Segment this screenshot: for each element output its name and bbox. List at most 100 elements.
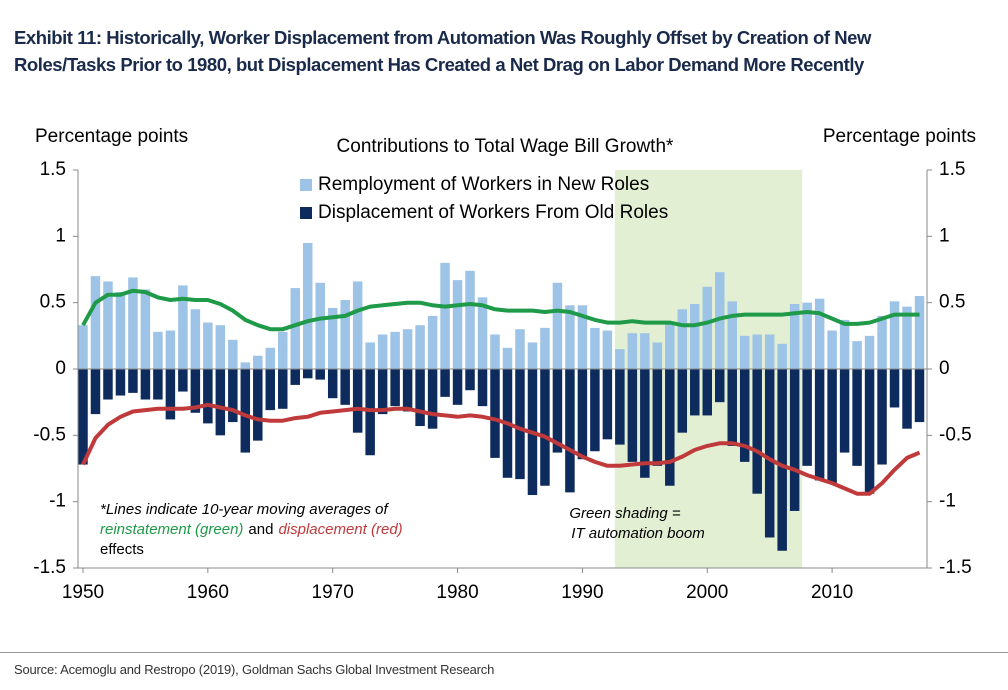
bar — [440, 369, 450, 397]
annotation: Green shading = — [569, 505, 681, 522]
bar — [327, 369, 338, 399]
bar — [165, 330, 176, 369]
bar — [527, 342, 538, 369]
x-tick-label: 1950 — [62, 582, 104, 603]
line — [81, 402, 921, 496]
bar — [640, 369, 650, 478]
bar — [677, 369, 688, 433]
y-tick-label: -1.5 — [33, 557, 66, 578]
bar — [103, 369, 113, 400]
bar — [352, 281, 363, 369]
y2-tick-label: 0 — [939, 358, 950, 379]
bar — [128, 277, 138, 369]
annotation-part: and — [248, 521, 273, 538]
bar — [402, 329, 413, 369]
legend-label: Displacement of Workers From Old Roles — [318, 202, 668, 223]
bar — [78, 369, 88, 465]
bar — [253, 369, 263, 441]
bar — [565, 369, 575, 493]
bar — [352, 369, 363, 433]
bar — [115, 369, 126, 396]
bar — [739, 335, 750, 369]
y2-axis-label: Percentage points — [823, 126, 976, 147]
bar — [265, 369, 276, 411]
bar — [290, 288, 300, 369]
bar — [327, 307, 338, 369]
bar — [677, 309, 688, 369]
bar — [140, 369, 151, 400]
x-tick-label: 1970 — [312, 582, 354, 603]
bar — [290, 369, 300, 385]
bar — [540, 369, 550, 486]
bar — [515, 329, 525, 369]
bar — [827, 369, 837, 484]
bar — [615, 369, 625, 445]
bar — [240, 369, 251, 453]
bar — [839, 319, 850, 369]
bar — [739, 369, 750, 462]
bar — [590, 327, 600, 369]
bar — [377, 334, 388, 369]
bar — [440, 262, 450, 369]
bar — [814, 298, 825, 369]
bar — [627, 333, 638, 369]
bar — [415, 369, 425, 427]
bar — [203, 322, 213, 369]
bar — [602, 330, 613, 369]
y-axis-label: Percentage points — [35, 126, 188, 147]
bar — [490, 334, 500, 369]
bar — [302, 369, 313, 379]
y2-tick-label: -0.5 — [939, 424, 972, 445]
bar — [702, 286, 713, 369]
bar — [914, 369, 925, 423]
bar — [477, 297, 488, 369]
bar — [864, 369, 875, 494]
bar — [727, 369, 737, 446]
bar — [877, 315, 887, 369]
bar — [452, 369, 463, 405]
bar — [902, 369, 912, 429]
bar — [390, 369, 400, 407]
bar — [265, 347, 276, 369]
bar — [90, 369, 101, 415]
bar — [240, 362, 251, 369]
annotation: *Lines indicate 10-year moving averages … — [100, 501, 389, 518]
y-tick-label: 1.5 — [40, 159, 66, 180]
bar — [103, 281, 113, 369]
bar — [90, 276, 101, 369]
bar — [777, 369, 787, 551]
bar — [502, 347, 513, 369]
bar — [190, 309, 201, 369]
bar — [577, 305, 588, 369]
bar — [777, 343, 787, 369]
bar — [427, 315, 438, 369]
bar — [864, 335, 875, 369]
bar — [577, 369, 588, 460]
legend-swatch — [300, 207, 312, 219]
bar — [178, 369, 188, 392]
annotation-part: reinstatement (green) — [100, 521, 243, 538]
bar — [427, 369, 438, 429]
bar — [140, 289, 151, 369]
bar — [490, 369, 500, 458]
bar — [165, 369, 176, 420]
bar — [752, 369, 762, 494]
y2-tick-label: 0.5 — [939, 292, 965, 313]
annotation-part: displacement (red) — [278, 521, 402, 538]
bar — [302, 242, 313, 369]
bar — [78, 325, 88, 369]
bar — [889, 369, 900, 408]
annotation: reinstatement (green) and displacement (re… — [100, 521, 403, 538]
bar — [178, 285, 188, 369]
bar — [665, 322, 675, 369]
bar — [827, 330, 837, 369]
bar — [652, 342, 663, 369]
bar — [115, 292, 126, 369]
chart-subtitle: Contributions to Total Wage Bill Growth* — [337, 136, 674, 157]
y-tick-label: 1 — [55, 225, 66, 246]
bar — [914, 296, 925, 369]
bar — [215, 325, 226, 369]
bar — [215, 369, 226, 436]
bar — [565, 305, 575, 369]
bar — [340, 300, 350, 369]
